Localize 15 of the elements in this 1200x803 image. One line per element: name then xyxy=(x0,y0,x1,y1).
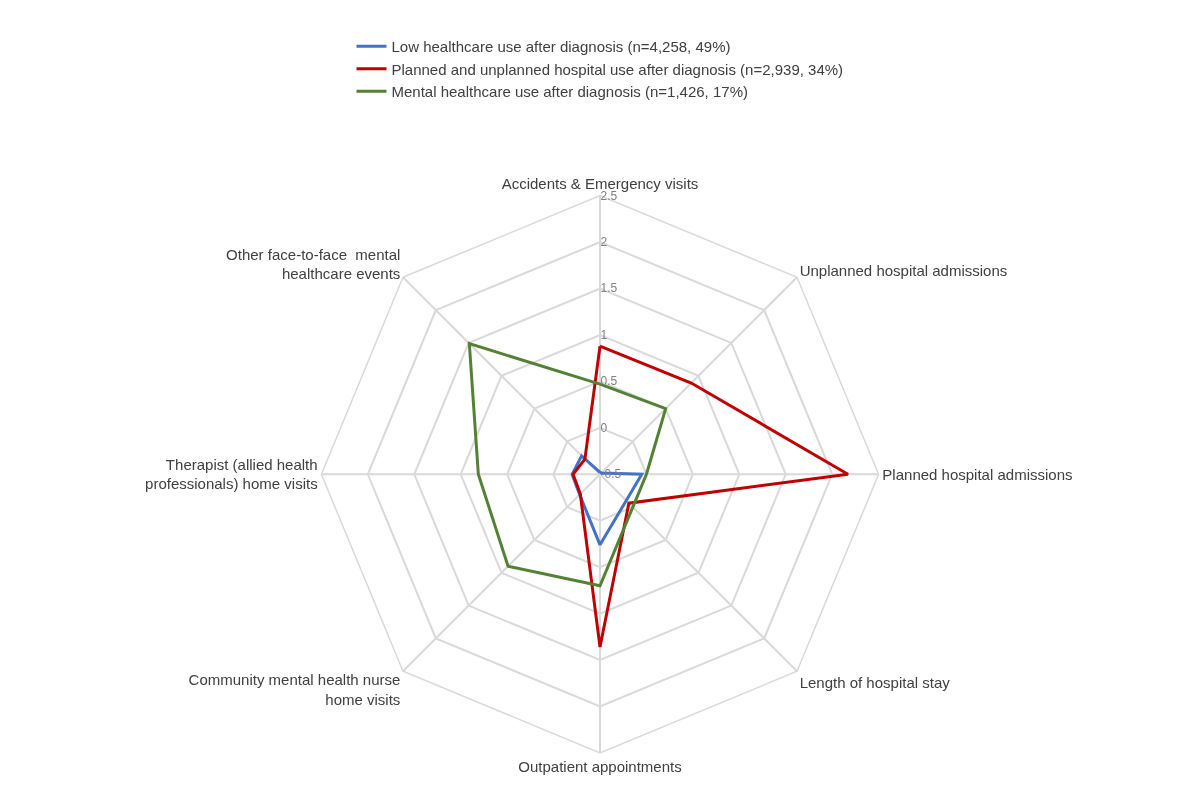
legend-label: Planned and unplanned hospital use after diagnosis (n=2,939, 34%) xyxy=(391,60,844,78)
y-tick-label: 2 xyxy=(600,234,608,249)
legend-label: Mental healthcare use after diagnosis (n=1,426, 17%) xyxy=(391,83,748,101)
spoke-label: Length of hospital stay xyxy=(799,674,951,692)
y-tick-label: 0.5 xyxy=(600,374,618,389)
spoke-label: Planned hospital admissions xyxy=(882,465,1073,483)
legend-label: Low healthcare use after diagnosis (n=4,258, 49%) xyxy=(391,38,731,56)
spoke-label: Community mental health nurse home visits xyxy=(188,671,401,708)
spoke-label: Outpatient appointments xyxy=(518,757,682,775)
y-tick-label: 1.5 xyxy=(600,281,618,296)
spoke-label: Unplanned hospital admissions xyxy=(799,262,1008,280)
spoke-label: Therapist (allied health professionals) home visits xyxy=(145,455,318,493)
y-tick-label: 0 xyxy=(600,420,608,435)
y-tick-label: 1 xyxy=(600,327,608,342)
spoke-label: Other face-to-face mental healthcare events xyxy=(226,245,401,283)
